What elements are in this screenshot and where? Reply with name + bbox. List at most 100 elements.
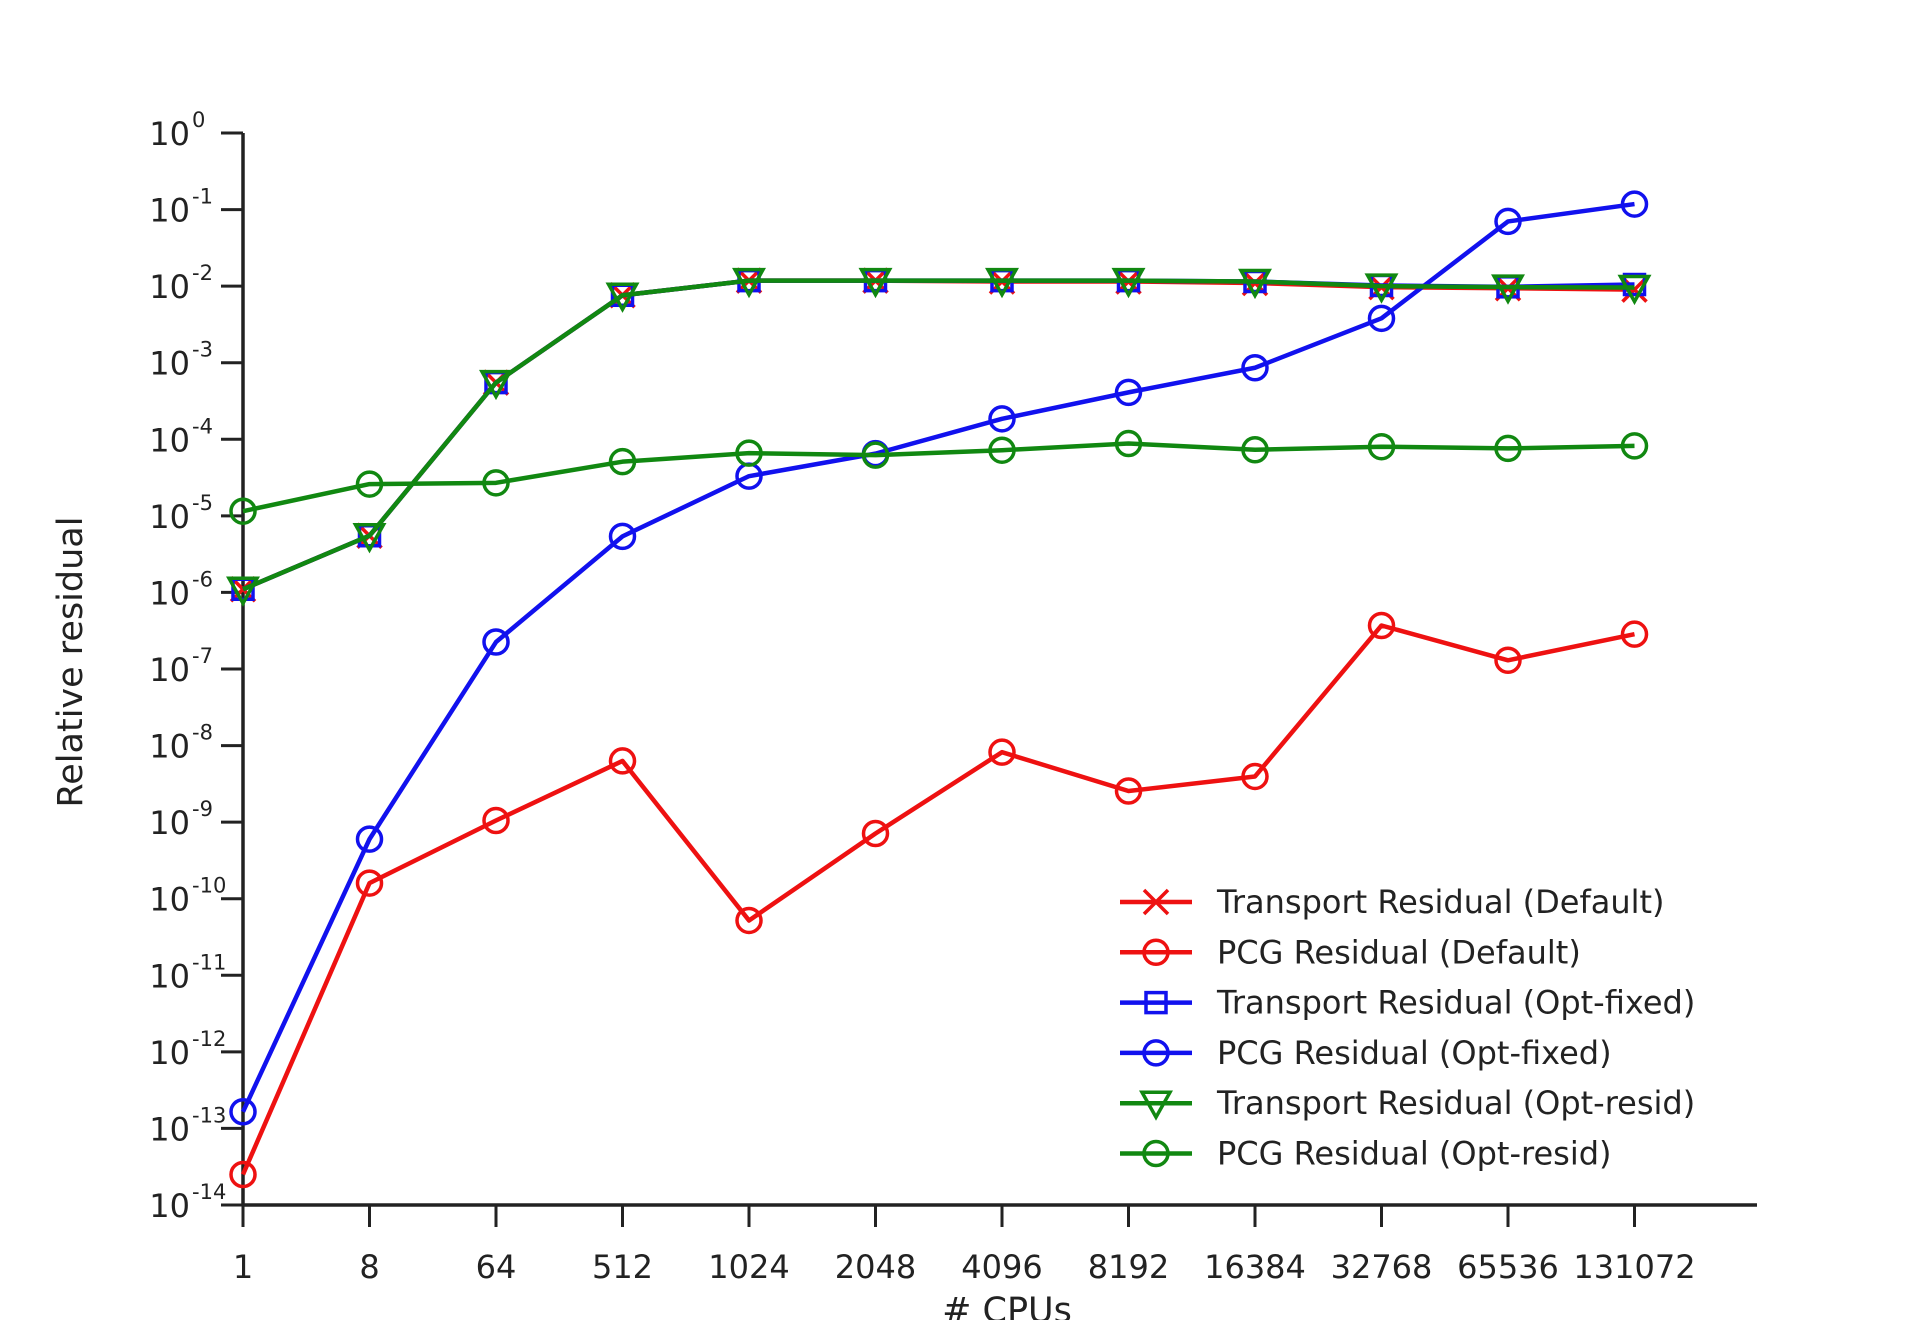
y-tick-exponent: -10 [192, 874, 226, 898]
series-6 [229, 429, 1649, 525]
x-tick-label: 32768 [1331, 1248, 1433, 1286]
circle-marker [988, 436, 1016, 464]
y-tick-exponent: -8 [192, 721, 213, 745]
y-tick-label: 10 [149, 115, 190, 153]
circle-marker [1494, 207, 1522, 236]
y-tick-exponent: -1 [192, 185, 213, 209]
circle-marker [988, 738, 1016, 766]
legend-item: PCG Residual (Opt-fixed) [1120, 1034, 1612, 1072]
circle-marker [1114, 777, 1143, 805]
series-5 [226, 267, 1652, 607]
x-tick-label: 4096 [961, 1248, 1042, 1286]
x-tick-label: 512 [592, 1248, 653, 1286]
y-tick-label: 10 [149, 804, 190, 842]
x-tick-label: 2048 [835, 1248, 916, 1286]
circle-marker [988, 405, 1016, 433]
y-tick-exponent: -6 [192, 567, 213, 591]
circle-marker [861, 441, 890, 469]
circle-marker [608, 447, 637, 476]
legend-item: PCG Residual (Opt-resid) [1120, 1135, 1612, 1173]
circle-marker [735, 439, 763, 467]
circle-marker [1142, 1039, 1170, 1067]
triangle-down-marker [352, 522, 387, 554]
triangle-down-marker [1139, 1090, 1173, 1121]
series-line [240, 201, 1635, 1113]
x-tick-label: 1 [233, 1248, 253, 1286]
legend: Transport Residual (Default) PCG Residual… [1120, 883, 1695, 1173]
y-tick-exponent: -12 [192, 1027, 226, 1051]
circle-marker [229, 1098, 257, 1126]
y-tick-label: 10 [149, 498, 190, 536]
x-marker-stroke [1142, 888, 1170, 916]
circle-marker [229, 1160, 257, 1189]
y-tick-label: 10 [149, 651, 190, 689]
circle-marker [1241, 436, 1269, 464]
legend-label: Transport Residual (Default) [1216, 883, 1665, 921]
triangle-down-marker [1238, 268, 1272, 300]
y-tick-label: 10 [149, 268, 190, 306]
y-tick-label: 10 [149, 192, 190, 230]
circle-marker [1620, 190, 1649, 218]
legend-item: Transport Residual (Default) [1120, 883, 1665, 921]
x-tick-label: 16384 [1204, 1248, 1306, 1286]
y-tick-label: 10 [149, 421, 190, 459]
legend-label: Transport Residual (Opt-fixed) [1216, 984, 1695, 1022]
y-tick-label: 10 [149, 881, 190, 919]
triangle-down-marker [1491, 274, 1525, 305]
circle-marker [861, 819, 890, 848]
circle-marker [482, 469, 510, 497]
circle-marker [482, 628, 510, 656]
y-tick-exponent: -5 [192, 491, 213, 515]
triangle-down-marker [605, 282, 640, 313]
triangle-down-marker [1364, 273, 1399, 304]
x-tick-label: 8 [359, 1248, 379, 1286]
legend-label: PCG Residual (Default) [1217, 933, 1581, 971]
y-tick-label: 10 [149, 728, 190, 766]
legend-item: Transport Residual (Opt-resid) [1120, 1084, 1695, 1122]
circle-marker [608, 747, 637, 775]
series-line [242, 278, 1635, 592]
triangle-down-marker [226, 576, 260, 607]
circle-marker [1494, 646, 1522, 675]
series-line [242, 441, 1635, 514]
circle-marker [1142, 938, 1170, 967]
circle-marker [482, 806, 510, 835]
triangle-down-marker [858, 267, 893, 299]
y-tick-exponent: -9 [192, 797, 213, 821]
y-tick-exponent: -13 [192, 1103, 226, 1127]
x-tick-label: 131072 [1573, 1248, 1695, 1286]
triangle-down-marker [985, 267, 1019, 299]
square-marker [1144, 990, 1168, 1015]
y-tick-exponent: -2 [192, 261, 213, 285]
circle-marker [735, 906, 763, 935]
y-tick-exponent: 0 [192, 108, 205, 132]
y-tick-exponent: -4 [192, 414, 213, 438]
circle-marker [1367, 611, 1396, 640]
circle-marker [1114, 429, 1143, 458]
y-tick-label: 10 [149, 957, 190, 995]
y-tick-exponent: -7 [192, 644, 213, 668]
legend-label: PCG Residual (Opt-fixed) [1217, 1034, 1612, 1072]
circle-marker [1494, 434, 1522, 463]
circle-marker [1142, 1139, 1170, 1168]
x-tick-label: 8192 [1088, 1248, 1169, 1286]
legend-item: PCG Residual (Default) [1120, 933, 1581, 971]
circle-marker [1241, 762, 1269, 791]
circle-marker [1367, 432, 1396, 461]
circle-marker [608, 522, 637, 551]
circle-marker [1241, 353, 1269, 382]
circle-marker [1114, 378, 1143, 407]
y-tick-exponent: -11 [192, 950, 226, 974]
y-tick-exponent: -3 [192, 338, 213, 362]
x-axis-title: # CPUs [942, 1291, 1072, 1320]
circle-marker [1367, 304, 1396, 333]
series-line [240, 623, 1635, 1176]
circle-marker [1620, 620, 1649, 648]
x-tick-label: 64 [476, 1248, 517, 1286]
circle-marker [1620, 432, 1649, 460]
series-layer [226, 190, 1652, 1189]
circle-marker [229, 497, 257, 525]
x-tick-label: 65536 [1457, 1248, 1559, 1286]
